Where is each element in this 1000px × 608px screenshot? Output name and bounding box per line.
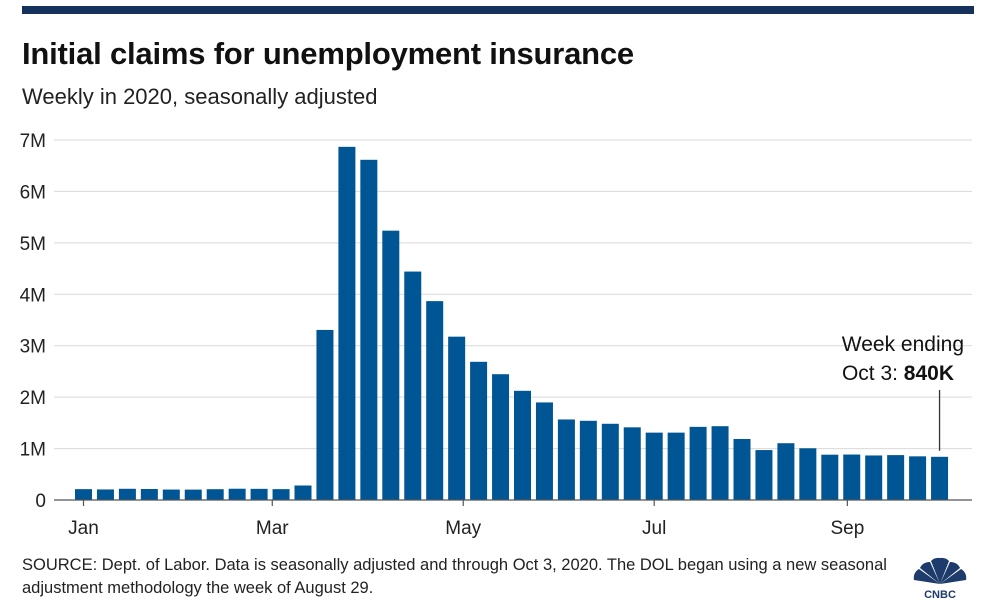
annotation-date: Oct 3: (842, 362, 904, 385)
y-tick-label: 7M (20, 131, 46, 152)
x-tick-label: Jan (68, 518, 99, 539)
chart-title: Initial claims for unemployment insuranc… (22, 36, 634, 71)
bar (272, 489, 290, 500)
bar (887, 455, 905, 500)
bar (843, 454, 861, 500)
bar (645, 432, 663, 500)
bar (821, 454, 839, 500)
bar (733, 439, 751, 500)
bar (250, 488, 268, 500)
y-tick-label: 3M (20, 337, 46, 358)
y-tick-label: 1M (20, 440, 46, 461)
y-tick-label: 6M (20, 182, 46, 203)
bar (96, 489, 114, 500)
y-tick-label: 5M (20, 234, 46, 255)
bar (118, 488, 136, 500)
bar (667, 432, 685, 500)
x-tick-label: May (445, 518, 481, 539)
bar (755, 450, 773, 500)
bar (338, 146, 356, 500)
bar (316, 329, 334, 500)
annotation-value: 840K (904, 362, 954, 385)
annotation-line2: Oct 3: 840K (842, 362, 954, 385)
bar (206, 489, 224, 500)
bar (360, 159, 378, 501)
cnbc-peacock-logo-icon: CNBC (913, 557, 967, 600)
bar (909, 456, 927, 500)
bar (514, 390, 531, 500)
bar (557, 419, 575, 500)
bar (711, 426, 729, 500)
bar (799, 448, 817, 500)
bar (426, 301, 444, 500)
y-tick-label: 2M (20, 388, 46, 409)
x-tick-label: Jul (642, 518, 666, 539)
bar (228, 488, 246, 500)
bar (75, 489, 92, 500)
bar (184, 489, 202, 500)
top-accent-bar (22, 6, 974, 14)
bar (931, 456, 949, 500)
bar (777, 443, 795, 500)
x-tick-label: Mar (256, 518, 289, 539)
bar (865, 455, 883, 500)
source-note: SOURCE: Dept. of Labor. Data is seasonal… (22, 556, 887, 597)
y-tick-label: 0 (35, 491, 46, 512)
bar (492, 374, 510, 500)
bar (448, 336, 466, 500)
logo-text: CNBC (924, 589, 956, 600)
bar (294, 485, 312, 500)
bar (382, 230, 400, 500)
bar (535, 402, 553, 500)
bar (140, 488, 158, 500)
chart-subtitle: Weekly in 2020, seasonally adjusted (22, 84, 378, 109)
bar (601, 423, 619, 500)
x-tick-label: Sep (830, 518, 864, 539)
y-tick-label: 4M (20, 285, 46, 306)
bar (623, 427, 641, 500)
bar (404, 271, 422, 500)
bar (162, 489, 180, 500)
bar (689, 426, 707, 500)
bar (470, 361, 488, 500)
bar (579, 420, 597, 500)
annotation-line1: Week ending (842, 333, 964, 356)
